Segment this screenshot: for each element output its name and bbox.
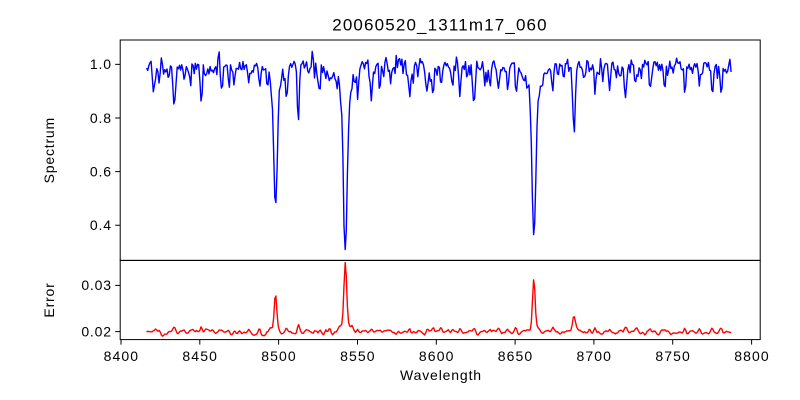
svg-text:0.6: 0.6: [90, 163, 112, 179]
svg-text:Wavelength: Wavelength: [400, 367, 482, 383]
svg-text:0.8: 0.8: [90, 110, 112, 126]
svg-text:8650: 8650: [498, 348, 534, 364]
svg-text:8500: 8500: [261, 348, 297, 364]
svg-text:20060520_1311m17_060: 20060520_1311m17_060: [332, 16, 548, 35]
svg-text:8700: 8700: [577, 348, 613, 364]
svg-text:8550: 8550: [340, 348, 376, 364]
svg-text:8400: 8400: [104, 348, 140, 364]
svg-text:8800: 8800: [734, 348, 770, 364]
svg-text:Error: Error: [41, 282, 57, 317]
svg-text:0.03: 0.03: [81, 277, 111, 293]
svg-text:0.4: 0.4: [90, 217, 112, 233]
svg-text:8450: 8450: [182, 348, 218, 364]
svg-text:8600: 8600: [419, 348, 455, 364]
svg-text:0.02: 0.02: [81, 323, 111, 339]
svg-text:1.0: 1.0: [90, 56, 112, 72]
svg-text:Spectrum: Spectrum: [41, 117, 57, 183]
svg-text:8750: 8750: [655, 348, 691, 364]
